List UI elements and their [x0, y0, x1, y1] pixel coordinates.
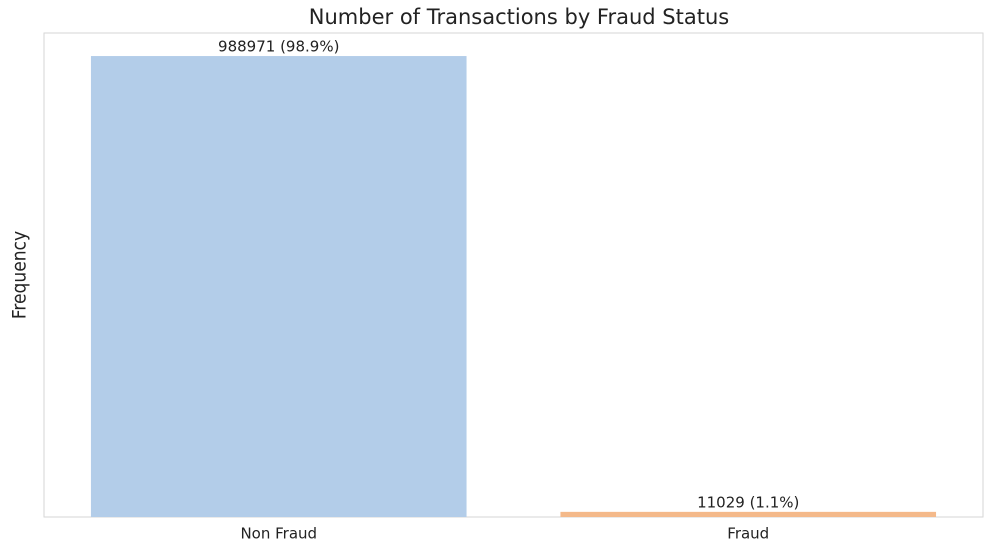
bar — [560, 511, 937, 517]
plot-frame — [43, 32, 984, 518]
chart-title: Number of Transactions by Fraud Status — [309, 5, 729, 29]
y-axis-label: Frequency — [9, 231, 31, 319]
x-tick-label: Fraud — [727, 525, 769, 543]
data-label: 988971 (98.9%) — [218, 38, 339, 56]
data-label: 11029 (1.1%) — [697, 493, 799, 511]
bar — [90, 56, 467, 517]
x-tick-label: Non Fraud — [240, 525, 317, 543]
